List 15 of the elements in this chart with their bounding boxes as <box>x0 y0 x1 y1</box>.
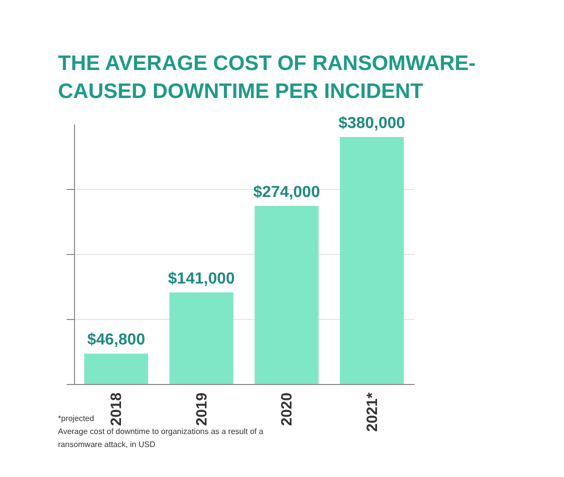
bar <box>169 292 234 384</box>
chart-title: THE AVERAGE COST OF RANSOMWARE-CAUSED DOWNTIME PER INCIDENT <box>58 51 477 105</box>
x-tick-label: 2019 <box>193 392 210 426</box>
x-tick-label: 2021* <box>364 392 381 432</box>
bar <box>84 354 148 384</box>
data-label: $380,000 <box>338 115 406 132</box>
bar <box>254 206 319 384</box>
data-label: $46,800 <box>87 332 146 349</box>
bar <box>340 137 404 384</box>
text: *projected <box>58 414 94 423</box>
x-tick-label: 2020 <box>278 392 296 426</box>
data-label: $141,000 <box>168 270 235 288</box>
x-tick-label: 2018 <box>108 392 126 426</box>
text: Average cost of downtime to organizations as a result of a ransomware attack, in USD <box>58 426 264 451</box>
data-label: $274,000 <box>253 184 320 201</box>
